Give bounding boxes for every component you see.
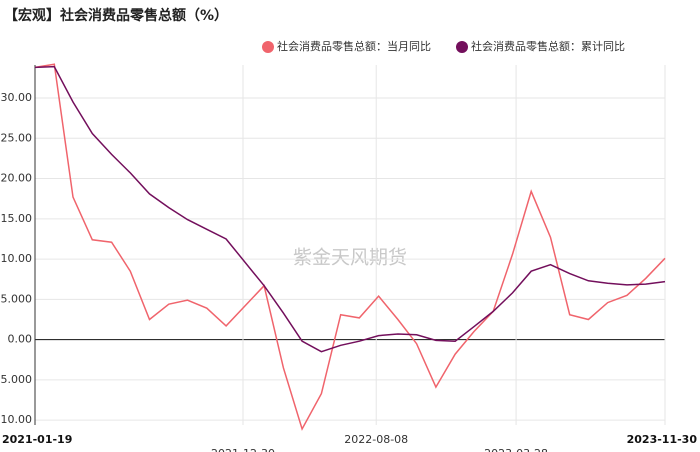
y-tick-label: 5.000: [1, 292, 33, 305]
x-tick-label: 2023-03-28: [484, 447, 548, 452]
y-tick-label: -5.000: [0, 373, 32, 386]
y-tick-label: 25.00: [1, 131, 33, 144]
series-line: [34, 63, 666, 431]
x-tick-label: 2022-08-08: [344, 433, 408, 446]
chart-title: 【宏观】社会消费品零售总额（%）: [4, 7, 228, 24]
y-tick-label: 0.00: [8, 333, 33, 346]
legend-swatch: [262, 41, 274, 53]
x-tick-label: 2021-01-19: [2, 433, 72, 446]
legend-label: 社会消费品零售总额：累计同比: [471, 39, 625, 53]
series-line: [34, 65, 666, 353]
y-tick-label: -10.00: [0, 413, 32, 426]
y-tick-label: 20.00: [1, 172, 33, 185]
x-tick-label: 2021-12-30: [211, 447, 275, 452]
legend-swatch: [456, 41, 468, 53]
x-tick-label: 2023-11-30: [627, 433, 698, 446]
legend-label: 社会消费品零售总额：当月同比: [277, 39, 431, 53]
watermark: 紫金天风期货: [293, 247, 407, 269]
y-tick-label: 30.00: [1, 91, 33, 104]
y-tick-label: 15.00: [1, 212, 33, 225]
y-tick-label: 10.00: [1, 252, 33, 265]
